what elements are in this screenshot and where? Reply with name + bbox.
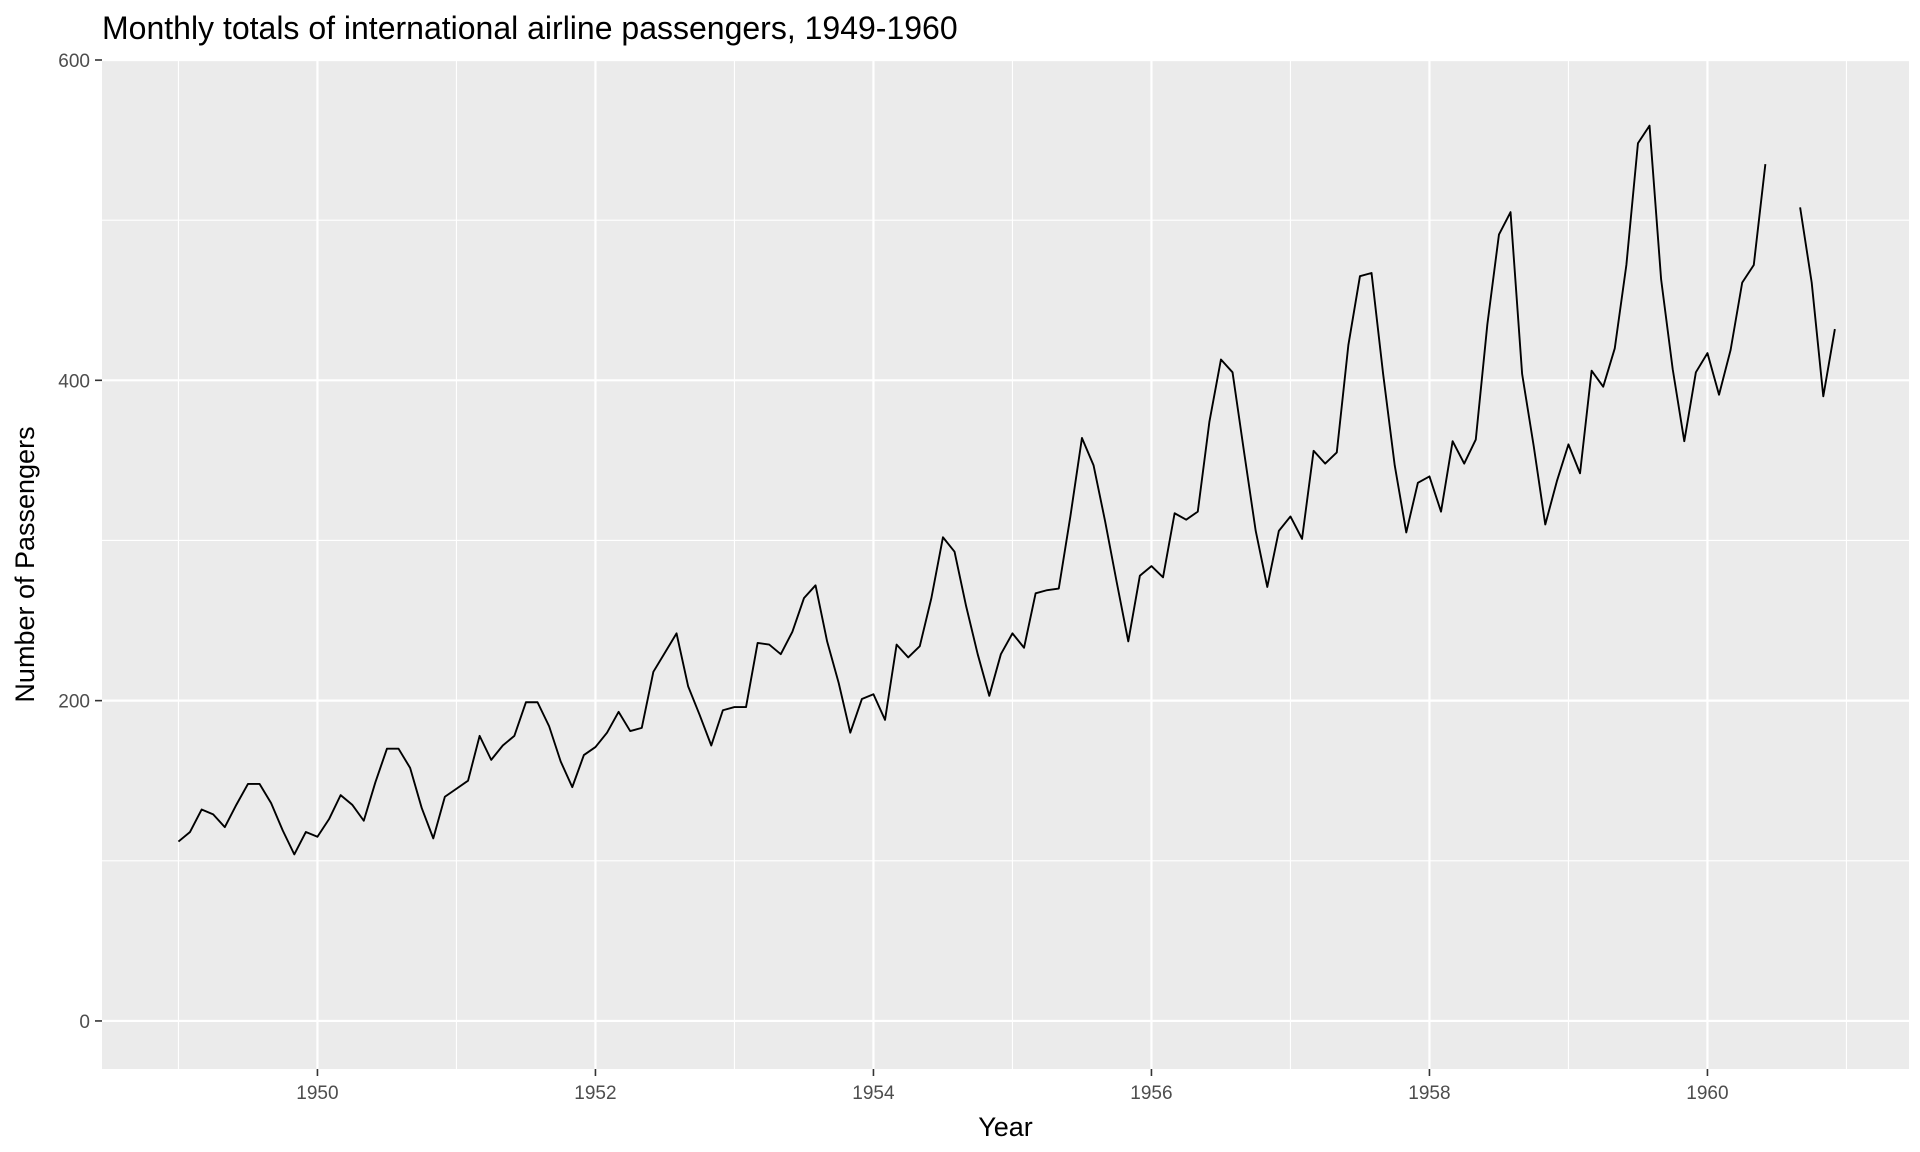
y-tick-label: 400 [58, 371, 90, 392]
x-tick-label: 1950 [296, 1083, 338, 1104]
x-tick-label: 1960 [1686, 1083, 1728, 1104]
y-tick-label: 0 [79, 1012, 90, 1033]
x-axis: 1950 1952 1954 1956 1958 1960 [296, 1069, 1729, 1104]
y-axis-title: Number of Passengers [10, 426, 40, 702]
x-tick-label: 1956 [1130, 1083, 1172, 1104]
grid-minor [102, 60, 1909, 1069]
series-line [177, 124, 1836, 856]
x-tick-label: 1954 [852, 1083, 895, 1104]
grid-major [102, 58, 1909, 1069]
y-tick-label: 200 [58, 692, 90, 713]
chart-title: Monthly totals of international airline … [102, 10, 958, 46]
x-tick-label: 1952 [574, 1083, 616, 1104]
plot-panel [102, 60, 1909, 1069]
x-axis-title: Year [978, 1112, 1033, 1142]
series-group [177, 124, 1836, 856]
x-tick-label: 1958 [1408, 1083, 1450, 1104]
y-tick-label: 600 [58, 51, 90, 72]
y-axis: 0 200 400 600 [58, 51, 102, 1033]
